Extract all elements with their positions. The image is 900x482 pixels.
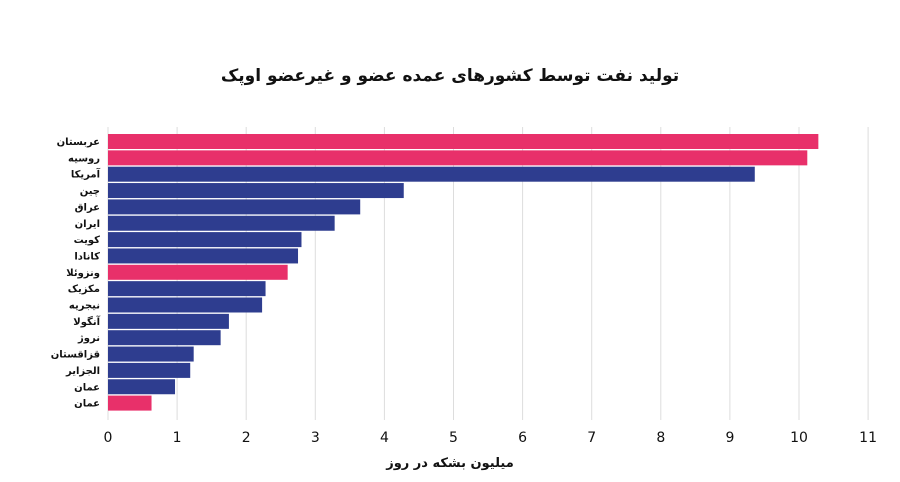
bar — [108, 134, 819, 149]
category-label: روسیه — [68, 153, 100, 164]
bar — [108, 215, 335, 231]
bar — [108, 150, 808, 166]
bar — [108, 232, 302, 248]
bar — [108, 166, 755, 182]
bar — [108, 330, 221, 346]
bar — [108, 346, 194, 362]
bar — [108, 313, 229, 329]
bar — [108, 395, 152, 411]
x-tick-label: 3 — [311, 430, 320, 446]
bar — [108, 379, 176, 395]
x-tick-label: 2 — [242, 430, 251, 446]
category-labels: عربستان روسیه آمریکا چین عراق ایران کویت کانادا… — [51, 137, 101, 410]
category-label: قزاقستان — [51, 350, 100, 361]
category-label: عمان — [74, 382, 100, 393]
x-tick-label: 5 — [449, 430, 458, 446]
bar — [108, 248, 299, 264]
category-label: کانادا — [74, 251, 100, 262]
bar — [108, 297, 263, 313]
category-label: عمان — [74, 399, 100, 410]
category-label: چین — [80, 186, 100, 197]
bar — [108, 281, 266, 297]
x-tick-label: 10 — [790, 430, 808, 446]
x-tick-label: 11 — [859, 430, 877, 446]
bar — [108, 199, 361, 215]
bars — [108, 134, 819, 411]
category-label: ونزوئلا — [66, 268, 100, 279]
category-label: عربستان — [57, 137, 100, 148]
category-label: آنگولا — [73, 315, 100, 328]
bar — [108, 183, 404, 199]
category-label: ایران — [75, 219, 100, 230]
category-label: آمریکا — [71, 168, 101, 181]
category-label: عراق — [75, 202, 100, 213]
x-tick-label: 4 — [380, 430, 389, 446]
x-tick-label: 1 — [173, 430, 182, 446]
x-tick-label: 9 — [725, 430, 734, 446]
x-axis-title: میلیون بشکه در روز — [386, 456, 514, 471]
bar — [108, 264, 288, 280]
category-label: کویت — [74, 235, 101, 246]
x-tick-label: 6 — [518, 430, 527, 446]
category-label: نروژ — [77, 333, 100, 344]
category-label: الجزایر — [65, 366, 100, 377]
category-label: نیجریه — [69, 301, 100, 312]
x-tick-label: 8 — [656, 430, 665, 446]
x-tick-label: 0 — [104, 430, 113, 446]
x-tick-label: 7 — [587, 430, 596, 446]
category-label: مکزیک — [68, 284, 100, 295]
x-axis-ticks: 0 1 2 3 4 5 6 7 8 9 10 11 — [104, 430, 877, 446]
bar — [108, 362, 191, 378]
chart-title: تولید نفت توسط کشورهای عمده عضو و غیرعضو… — [220, 66, 680, 86]
